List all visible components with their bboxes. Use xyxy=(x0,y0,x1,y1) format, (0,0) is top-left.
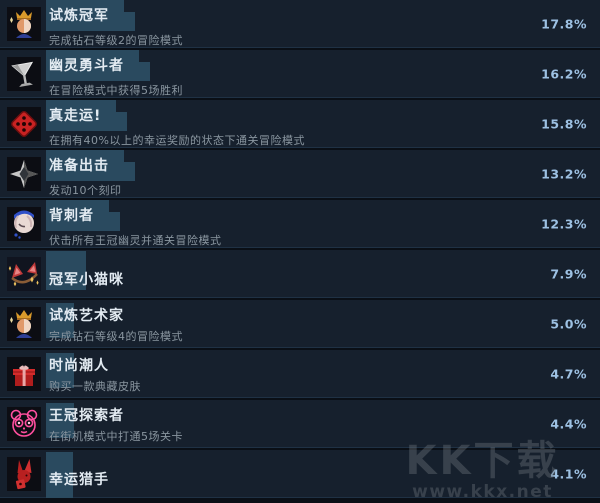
achievement-title: 试炼冠军 xyxy=(46,0,530,31)
achievement-title-text: 试炼艺术家 xyxy=(49,308,124,324)
achievement-row: 幽灵勇斗者 在冒险模式中获得5场胜利 16.2% xyxy=(0,50,600,98)
achievement-row: 时尚潮人 购买一款典藏皮肤 4.7% xyxy=(0,350,600,398)
achievement-global-percent: 12.3% xyxy=(541,216,587,231)
achievement-title-text: 王冠探索者 xyxy=(49,408,124,424)
neon-panda-icon xyxy=(7,407,41,441)
achievement-content: 试炼艺术家 完成钻石等级4的冒险模式 xyxy=(46,300,530,348)
achievement-global-percent: 17.8% xyxy=(541,16,587,31)
achievement-description: 伏击所有王冠幽灵并通关冒险模式 xyxy=(49,234,222,247)
silver-goblet-icon xyxy=(7,57,41,91)
achievement-content: 准备出击 发动10个刻印 xyxy=(46,150,530,198)
achievement-title: 背刺者 xyxy=(46,200,530,231)
achievement-content: 试炼冠军 完成钻石等级2的冒险模式 xyxy=(46,0,530,48)
achievement-description: 完成钻石等级4的冒险模式 xyxy=(49,330,183,343)
achievement-row: 试炼冠军 完成钻石等级2的冒险模式 17.8% xyxy=(0,0,600,48)
achievement-global-percent: 4.4% xyxy=(550,416,587,431)
achievement-row: 幸运猎手 4.1% xyxy=(0,450,600,498)
achievement-content: 幸运猎手 xyxy=(46,450,530,498)
achievement-description: 在冒险模式中获得5场胜利 xyxy=(49,84,183,97)
achievement-description: 完成钻石等级2的冒险模式 xyxy=(49,34,183,47)
achievement-row: 王冠探索者 在街机模式中打通5场关卡 4.4% xyxy=(0,400,600,448)
achievement-row: 真走运! 在拥有40%以上的幸运奖励的状态下通关冒险模式 15.8% xyxy=(0,100,600,148)
achievement-title-text: 准备出击 xyxy=(46,150,135,181)
cat-ears-icon xyxy=(7,257,41,291)
achievement-title-text: 冠军小猫咪 xyxy=(49,272,124,288)
achievement-row: 背刺者 伏击所有王冠幽灵并通关冒险模式 12.3% xyxy=(0,200,600,248)
achievement-global-percent: 7.9% xyxy=(550,266,587,281)
girl-portrait-icon xyxy=(7,207,41,241)
achievement-title: 幽灵勇斗者 xyxy=(46,50,530,81)
achievement-title: 试炼艺术家 xyxy=(46,300,530,327)
achievement-title: 王冠探索者 xyxy=(46,400,530,427)
achievement-row: 试炼艺术家 完成钻石等级4的冒险模式 5.0% xyxy=(0,300,600,348)
achievement-title-text: 幽灵勇斗者 xyxy=(46,50,150,81)
achievement-content: 冠军小猫咪 xyxy=(46,250,530,298)
achievement-title-text: 试炼冠军 xyxy=(46,0,135,31)
achievement-content: 背刺者 伏击所有王冠幽灵并通关冒险模式 xyxy=(46,200,530,248)
achievement-description: 发动10个刻印 xyxy=(49,184,122,197)
achievement-description: 在拥有40%以上的幸运奖励的状态下通关冒险模式 xyxy=(49,134,305,147)
achievement-global-percent: 4.1% xyxy=(550,466,587,481)
achievement-content: 王冠探索者 在街机模式中打通5场关卡 xyxy=(46,400,530,448)
crown-champion-icon xyxy=(7,7,41,41)
achievement-title-text: 真走运! xyxy=(46,100,128,131)
achievement-title-text: 背刺者 xyxy=(46,200,120,231)
achievement-description: 在街机模式中打通5场关卡 xyxy=(49,430,183,443)
achievement-title: 真走运! xyxy=(46,100,530,131)
achievement-global-percent: 5.0% xyxy=(550,316,587,331)
achievement-global-percent: 16.2% xyxy=(541,66,587,81)
red-dice-icon xyxy=(7,107,41,141)
achievement-global-percent: 15.8% xyxy=(541,116,587,131)
achievement-title: 冠军小猫咪 xyxy=(46,264,530,291)
achievement-global-percent: 4.7% xyxy=(550,366,587,381)
achievement-title-text: 幸运猎手 xyxy=(49,472,109,488)
four-point-star-icon xyxy=(7,157,41,191)
achievement-row: 冠军小猫咪 7.9% xyxy=(0,250,600,298)
achievement-content: 真走运! 在拥有40%以上的幸运奖励的状态下通关冒险模式 xyxy=(46,100,530,148)
achievement-global-percent: 13.2% xyxy=(541,166,587,181)
achievement-title-text: 时尚潮人 xyxy=(49,358,109,374)
red-rabbit-icon xyxy=(7,457,41,491)
achievement-content: 幽灵勇斗者 在冒险模式中获得5场胜利 xyxy=(46,50,530,98)
achievement-description: 购买一款典藏皮肤 xyxy=(49,380,141,393)
achievement-title: 准备出击 xyxy=(46,150,530,181)
crown-champion-icon xyxy=(7,307,41,341)
achievement-title: 幸运猎手 xyxy=(46,464,530,491)
achievement-row: 准备出击 发动10个刻印 13.2% xyxy=(0,150,600,198)
gift-box-icon xyxy=(7,357,41,391)
achievement-title: 时尚潮人 xyxy=(46,350,530,377)
achievement-content: 时尚潮人 购买一款典藏皮肤 xyxy=(46,350,530,398)
